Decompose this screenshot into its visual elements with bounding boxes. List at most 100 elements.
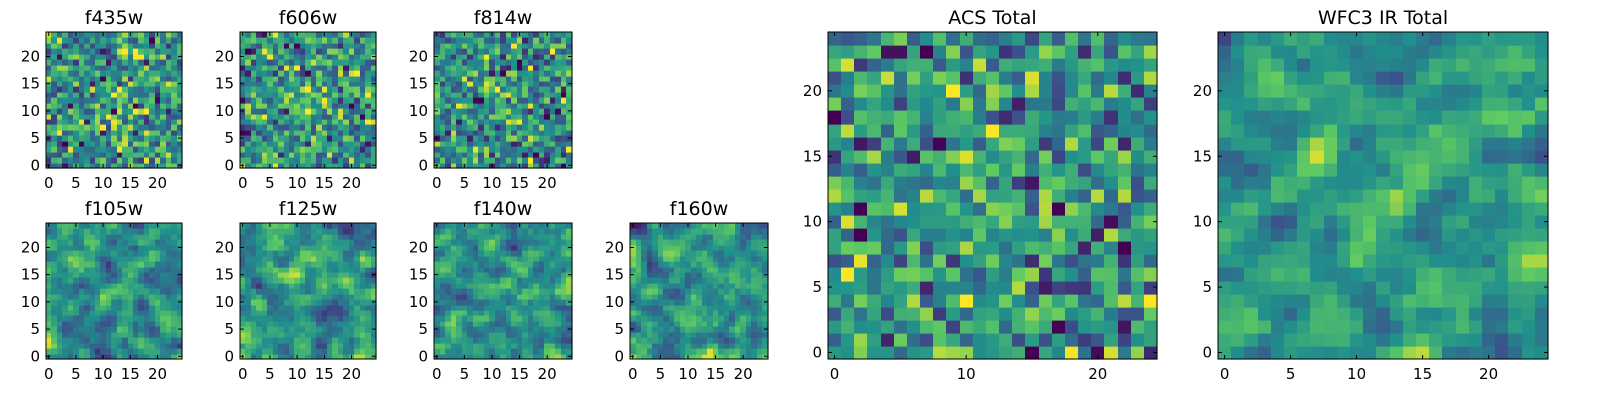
heatmap-cell: [278, 223, 285, 229]
heatmap-cell: [294, 135, 301, 142]
heatmap-cell: [62, 354, 69, 360]
heatmap-cell: [84, 108, 91, 115]
heatmap-cell: [294, 54, 301, 60]
heatmap-cell: [300, 283, 306, 289]
heatmap-cell: [674, 234, 681, 240]
heatmap-cell: [1091, 189, 1105, 203]
heatmap-cell: [500, 315, 507, 322]
heatmap-cell: [73, 135, 80, 142]
heatmap-cell: [500, 81, 507, 87]
heatmap-cell: [354, 283, 361, 289]
heatmap-cell: [462, 141, 468, 147]
heatmap-cell: [960, 307, 974, 321]
heatmap-cell: [316, 239, 323, 246]
heatmap-cell: [100, 332, 107, 338]
heatmap-cell: [305, 294, 312, 300]
heatmap-cell: [718, 326, 725, 333]
heatmap-cell: [473, 288, 479, 295]
heatmap-cell: [100, 152, 107, 158]
heatmap-cell: [841, 215, 855, 229]
heatmap-cell: [555, 354, 562, 360]
heatmap-cell: [867, 228, 882, 242]
heatmap-cell: [533, 250, 540, 257]
heatmap-cell: [95, 326, 101, 333]
heatmap-cell: [365, 86, 372, 93]
heatmap-cell: [79, 283, 85, 289]
heatmap-cell: [305, 103, 312, 109]
heatmap-cell: [149, 48, 156, 55]
heatmap-cell: [251, 135, 257, 142]
heatmap-cell: [262, 92, 268, 98]
heatmap-cell: [533, 348, 540, 355]
y-tick-label: 5: [614, 320, 624, 338]
heatmap-cell: [122, 103, 129, 109]
heatmap-cell: [57, 256, 63, 262]
heatmap-cell: [511, 130, 518, 136]
heatmap-cell: [256, 37, 263, 44]
heatmap-cell: [854, 294, 868, 308]
heatmap-cell: [122, 288, 129, 295]
heatmap-cell: [332, 234, 339, 240]
heatmap-cell: [495, 223, 501, 229]
heatmap-cell: [746, 343, 752, 349]
heatmap-cell: [539, 157, 545, 164]
heatmap-cell: [289, 48, 295, 55]
heatmap-cell: [128, 119, 134, 125]
heatmap-cell: [90, 119, 96, 125]
heatmap-cell: [762, 283, 769, 289]
heatmap-cell: [511, 310, 518, 316]
heatmap-cell: [1025, 254, 1040, 268]
heatmap-cell: [707, 283, 714, 289]
heatmap-cell: [95, 65, 101, 71]
heatmap-cell: [166, 43, 172, 49]
heatmap-cell: [489, 245, 496, 251]
heatmap-cell: [500, 299, 507, 306]
heatmap-cell: [451, 239, 457, 246]
heatmap-cell: [440, 261, 446, 268]
heatmap-cell: [566, 97, 573, 104]
heatmap-cell: [289, 97, 295, 104]
heatmap-cell: [445, 343, 452, 349]
heatmap-cell: [544, 239, 551, 246]
heatmap-cell: [751, 261, 758, 268]
heatmap-cell: [73, 119, 80, 125]
heatmap-cell: [349, 48, 355, 55]
plot-frame: [629, 222, 769, 360]
heatmap-cell: [533, 272, 540, 278]
heatmap-cell: [566, 288, 573, 295]
heatmap-cell: [95, 163, 101, 169]
heatmap-cell: [322, 305, 328, 311]
heatmap-cell: [371, 256, 377, 262]
heatmap-cell: [674, 305, 681, 311]
heatmap-cell: [696, 310, 703, 316]
heatmap-cell: [155, 141, 161, 147]
heatmap-cell: [506, 70, 512, 77]
heatmap-cell: [305, 267, 312, 273]
heatmap-cell: [278, 86, 285, 93]
heatmap-cell: [528, 103, 534, 109]
heatmap-cell: [445, 130, 452, 136]
heatmap-cell: [267, 124, 274, 131]
heatmap-cell: [117, 65, 123, 71]
heatmap-cell: [440, 76, 446, 82]
heatmap-cell: [539, 228, 545, 235]
heatmap-cell: [294, 310, 301, 316]
heatmap-cell: [539, 92, 545, 98]
heatmap-cell: [489, 92, 496, 98]
heatmap-cell: [245, 152, 252, 158]
heatmap-cell: [171, 310, 178, 316]
heatmap-cell: [90, 310, 96, 316]
heatmap-cell: [106, 234, 112, 240]
heatmap-cell: [440, 124, 446, 131]
heatmap-cell: [327, 283, 333, 289]
heatmap-cell: [511, 332, 518, 338]
heatmap-cell: [316, 267, 323, 273]
heatmap-cell: [155, 157, 161, 164]
heatmap-cell: [561, 234, 567, 240]
heatmap-cell: [84, 141, 91, 147]
heatmap-cell: [920, 241, 934, 255]
heatmap-cell: [663, 267, 670, 273]
heatmap-cell: [636, 245, 642, 251]
heatmap-cell: [1012, 333, 1026, 347]
